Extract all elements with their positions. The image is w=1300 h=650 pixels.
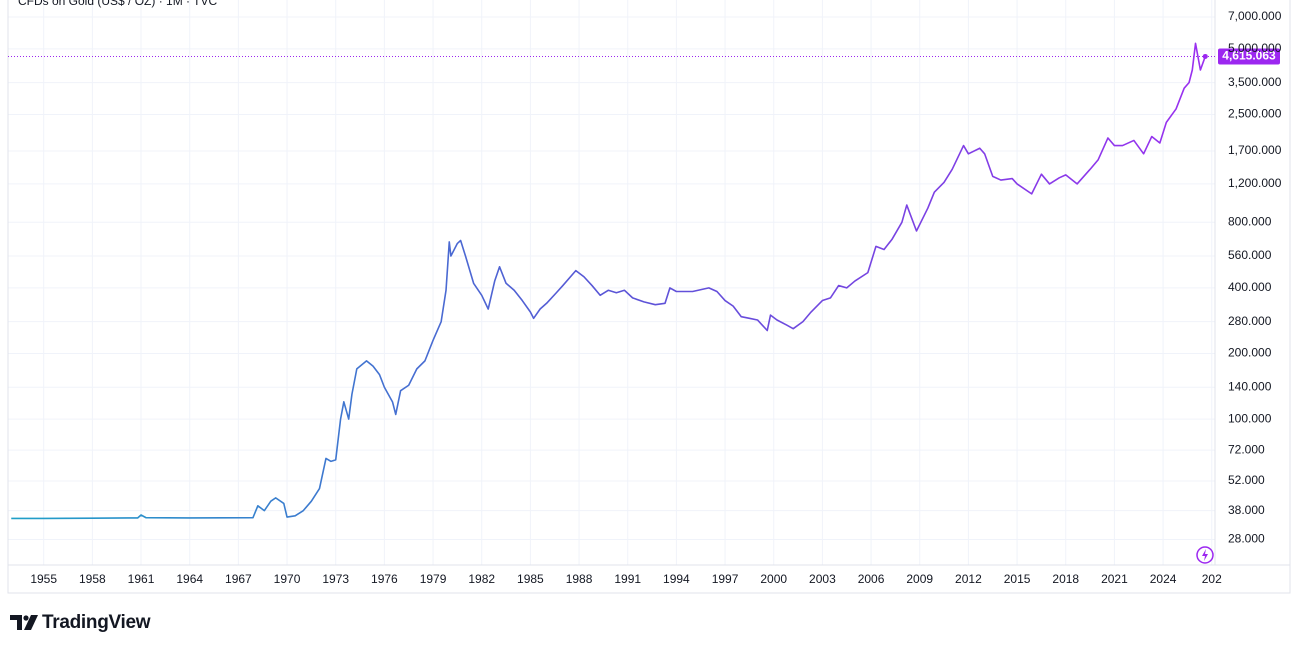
x-tick-label: 2018 xyxy=(1052,572,1079,586)
chart-title: CFDs on Gold (US$ / OZ) · 1M · TVC xyxy=(18,0,217,8)
y-tick-label: 38.000 xyxy=(1228,503,1265,517)
y-tick-label: 800.000 xyxy=(1228,214,1272,228)
x-tick-label: 1964 xyxy=(176,572,203,586)
x-tick-label: 2012 xyxy=(955,572,982,586)
x-tick-label: 1955 xyxy=(30,572,57,586)
x-tick-label: 2015 xyxy=(1004,572,1031,586)
y-tick-label: 560.000 xyxy=(1228,248,1272,262)
y-tick-label: 2,500.000 xyxy=(1228,107,1282,121)
x-tick-label: 202 xyxy=(1202,572,1222,586)
x-tick-label: 1997 xyxy=(712,572,739,586)
x-tick-label: 1976 xyxy=(371,572,398,586)
price-line xyxy=(11,42,1207,520)
x-tick-label: 2000 xyxy=(760,572,787,586)
x-tick-label: 2009 xyxy=(906,572,933,586)
last-price-label: 4,615.063 xyxy=(1222,49,1276,63)
y-tick-label: 140.000 xyxy=(1228,379,1272,393)
y-tick-label: 280.000 xyxy=(1228,314,1272,328)
x-tick-label: 1970 xyxy=(274,572,301,586)
last-point xyxy=(1202,53,1208,59)
y-tick-label: 52.000 xyxy=(1228,473,1265,487)
x-tick-label: 2021 xyxy=(1101,572,1128,586)
y-tick-label: 1,700.000 xyxy=(1228,143,1282,157)
x-tick-label: 1994 xyxy=(663,572,690,586)
y-tick-label: 100.000 xyxy=(1228,411,1272,425)
replay-icon[interactable] xyxy=(1196,546,1214,564)
y-tick-label: 200.000 xyxy=(1228,346,1272,360)
x-tick-label: 1988 xyxy=(566,572,593,586)
x-tick-label: 1991 xyxy=(614,572,641,586)
y-tick-label: 400.000 xyxy=(1228,280,1272,294)
y-tick-label: 72.000 xyxy=(1228,442,1265,456)
y-tick-label: 1,200.000 xyxy=(1228,176,1282,190)
y-tick-label: 28.000 xyxy=(1228,532,1265,546)
last-price-badge xyxy=(1218,48,1280,65)
y-tick-label: 7,000.000 xyxy=(1228,9,1282,23)
x-tick-label: 1967 xyxy=(225,572,252,586)
y-tick-label: 5,000.000 xyxy=(1228,41,1282,55)
brand-logo[interactable]: TradingView xyxy=(10,612,151,633)
x-tick-label: 2003 xyxy=(809,572,836,586)
chart-frame xyxy=(7,0,1291,594)
x-tick-label: 1961 xyxy=(128,572,155,586)
x-tick-label: 2024 xyxy=(1150,572,1177,586)
x-tick-label: 1982 xyxy=(468,572,495,586)
brand-name[interactable]: TradingView xyxy=(42,612,151,633)
x-tick-label: 2006 xyxy=(858,572,885,586)
x-tick-label: 1985 xyxy=(517,572,544,586)
x-tick-label: 1973 xyxy=(322,572,349,586)
x-tick-label: 1979 xyxy=(420,572,447,586)
y-tick-label: 3,500.000 xyxy=(1228,75,1282,89)
x-tick-label: 1958 xyxy=(79,572,106,586)
